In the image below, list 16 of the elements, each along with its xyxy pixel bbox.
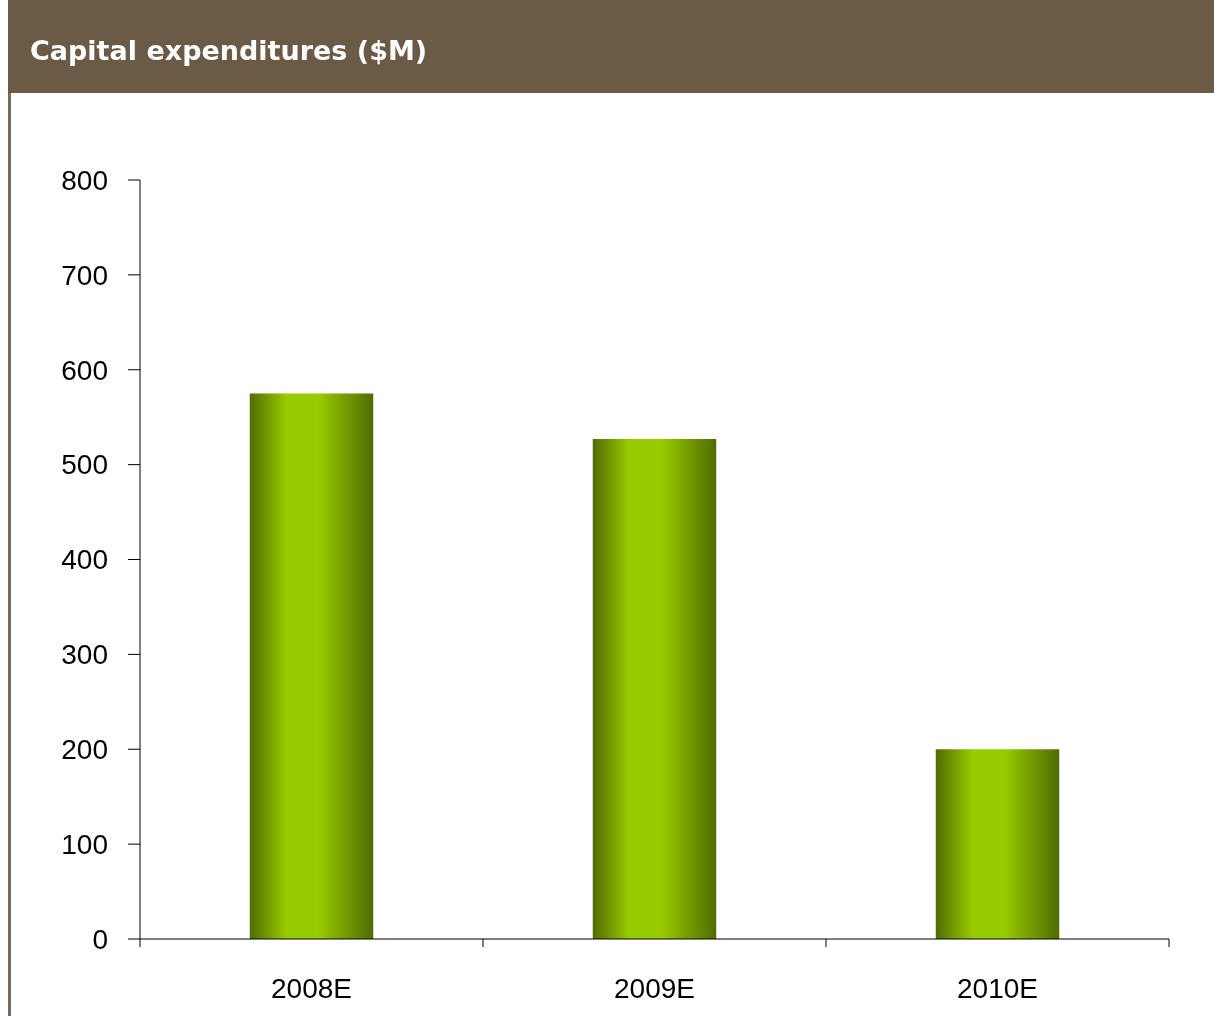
- y-tick-label: 400: [61, 544, 108, 576]
- y-tick-label: 200: [61, 734, 108, 766]
- bar: [935, 749, 1060, 939]
- y-tick-label: 700: [61, 259, 108, 291]
- x-tick-label: 2009E: [614, 973, 695, 1004]
- y-tick-label: 300: [61, 639, 108, 671]
- y-tick-label: 500: [61, 449, 108, 481]
- y-tick-label: 600: [61, 354, 108, 386]
- y-tick-label: 100: [61, 828, 108, 860]
- y-tick-label: 0: [92, 923, 108, 955]
- bar: [249, 393, 374, 939]
- chart-title: Capital expenditures ($M): [30, 35, 428, 66]
- y-tick-label: 800: [61, 164, 108, 196]
- bar: [592, 439, 717, 939]
- x-tick-label: 2010E: [957, 973, 1038, 1004]
- x-tick-label: 2008E: [271, 973, 352, 1004]
